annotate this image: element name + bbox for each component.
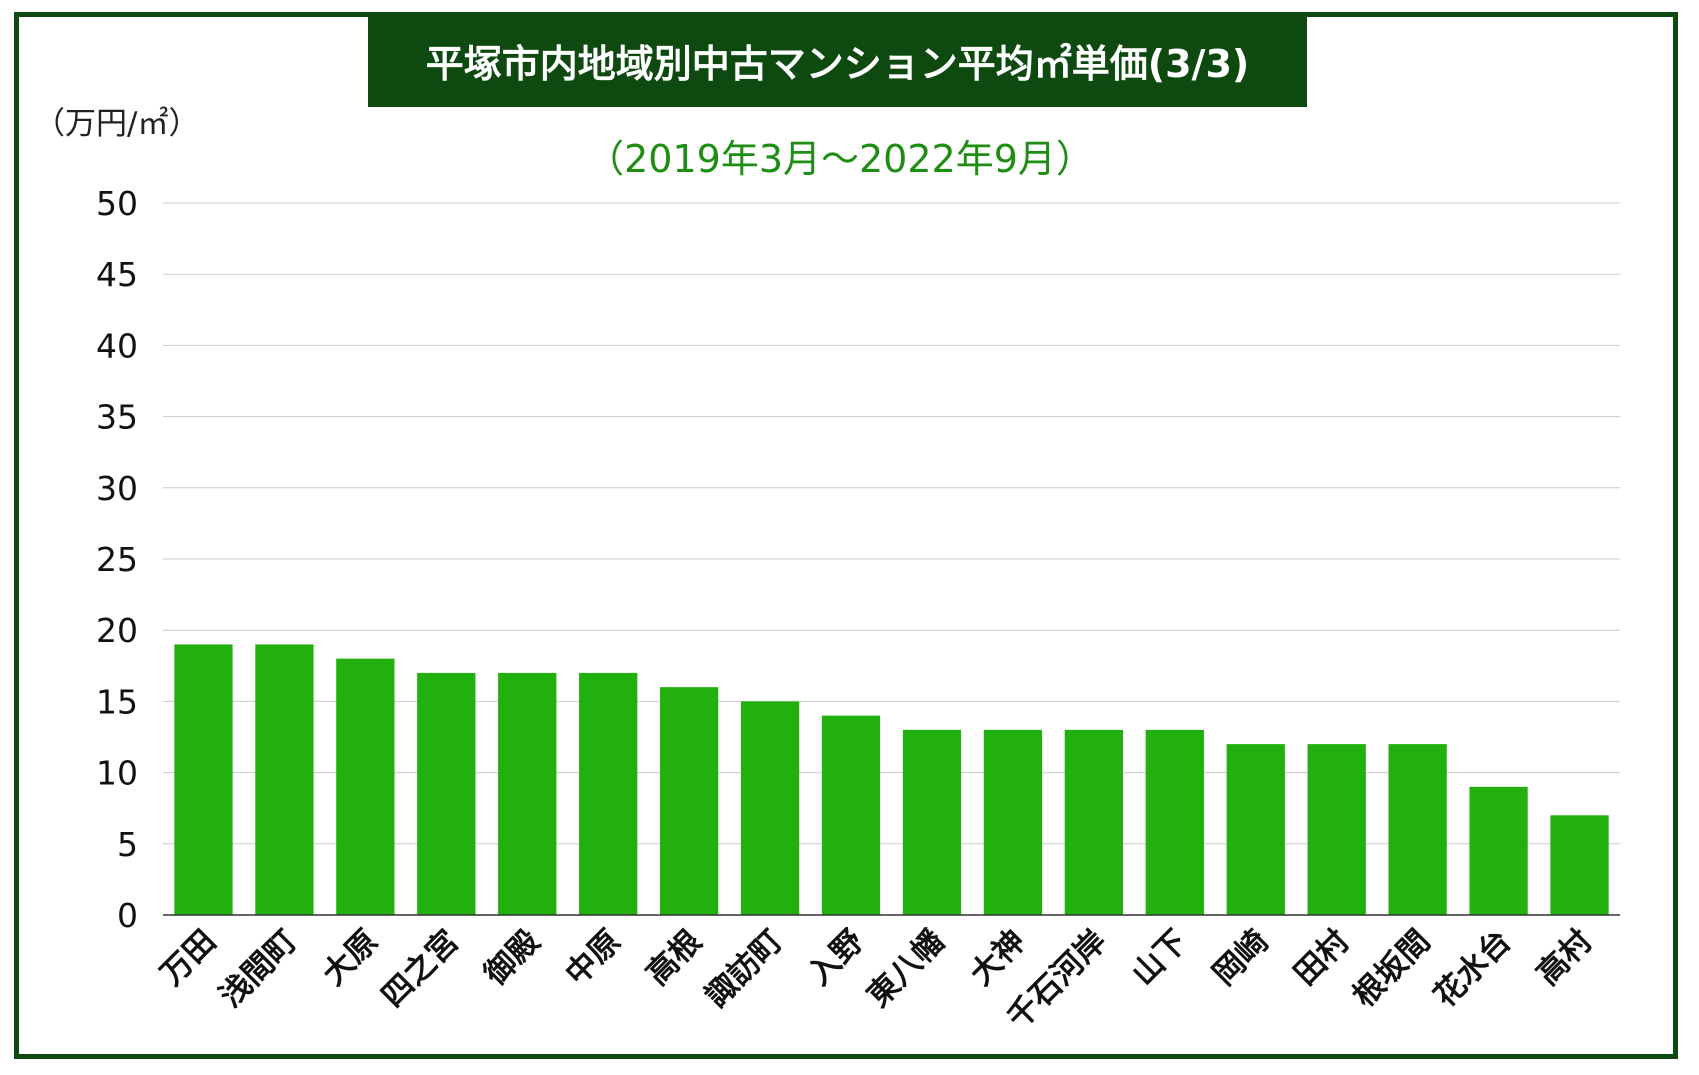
x-tick-label: 浅間町 [213,923,304,1014]
chart-title: 平塚市内地域別中古マンション平均㎡単価(3/3) [368,13,1307,107]
x-tick-label: 万田 [154,923,223,992]
bar-田村 [1307,744,1366,915]
x-tick-label: 中原 [559,923,628,992]
x-tick-label: 高根 [639,923,708,992]
grid-lines [163,202,1620,845]
x-tick-label: 御殿 [477,923,547,993]
x-tick-label: 田村 [1287,923,1356,992]
y-tick-label: 15 [96,682,138,721]
y-tick-label: 35 [96,398,138,437]
bar-万田 [174,644,233,915]
chart-subtitle: （2019年3月〜2022年9月） [586,137,1094,181]
y-axis-ticks: 0 5 10 15 20 25 30 35 40 45 50 [96,184,138,935]
x-tick-label: 東八幡 [860,922,952,1014]
x-tick-label: 根坂間 [1346,923,1437,1014]
x-tick-label: 四之宮 [375,923,466,1014]
bar-千石河岸 [1064,729,1124,915]
y-tick-label: 45 [96,255,138,294]
y-tick-label: 5 [117,825,138,864]
y-tick-label: 10 [96,754,138,793]
y-tick-label: 20 [96,611,138,650]
x-tick-label: 入野 [801,923,870,992]
bar-大原 [336,658,395,915]
bar-中原 [579,672,638,915]
bar-花水台 [1469,786,1528,915]
bar-高村 [1550,815,1609,915]
y-tick-label: 50 [96,184,138,223]
bars [174,644,1609,915]
bar-入野 [821,715,881,915]
bar-東八幡 [902,729,962,915]
bar-根坂間 [1388,744,1447,915]
x-tick-label: 岡崎 [1206,923,1275,992]
y-tick-label: 25 [96,540,138,579]
bar-高根 [659,687,719,915]
bar-四之宮 [417,672,476,915]
bar-御殿 [498,672,557,915]
bar-浅間町 [255,644,314,915]
bar-大神 [983,729,1043,915]
x-tick-label: 大原 [316,923,385,992]
x-tick-label: 花水台 [1427,923,1518,1014]
x-tick-label: 大神 [963,923,1032,992]
x-tick-label: 山下 [1125,923,1194,992]
y-axis-unit-label: （万円/㎡） [34,106,200,142]
bar-諏訪町 [740,701,800,915]
bar-岡崎 [1226,744,1285,915]
x-tick-label: 諏訪町 [699,923,790,1014]
y-tick-label: 40 [96,326,138,365]
bar-山下 [1145,729,1204,915]
y-tick-label: 30 [96,469,138,508]
y-tick-label: 0 [117,896,138,935]
x-tick-label: 高村 [1530,923,1599,992]
